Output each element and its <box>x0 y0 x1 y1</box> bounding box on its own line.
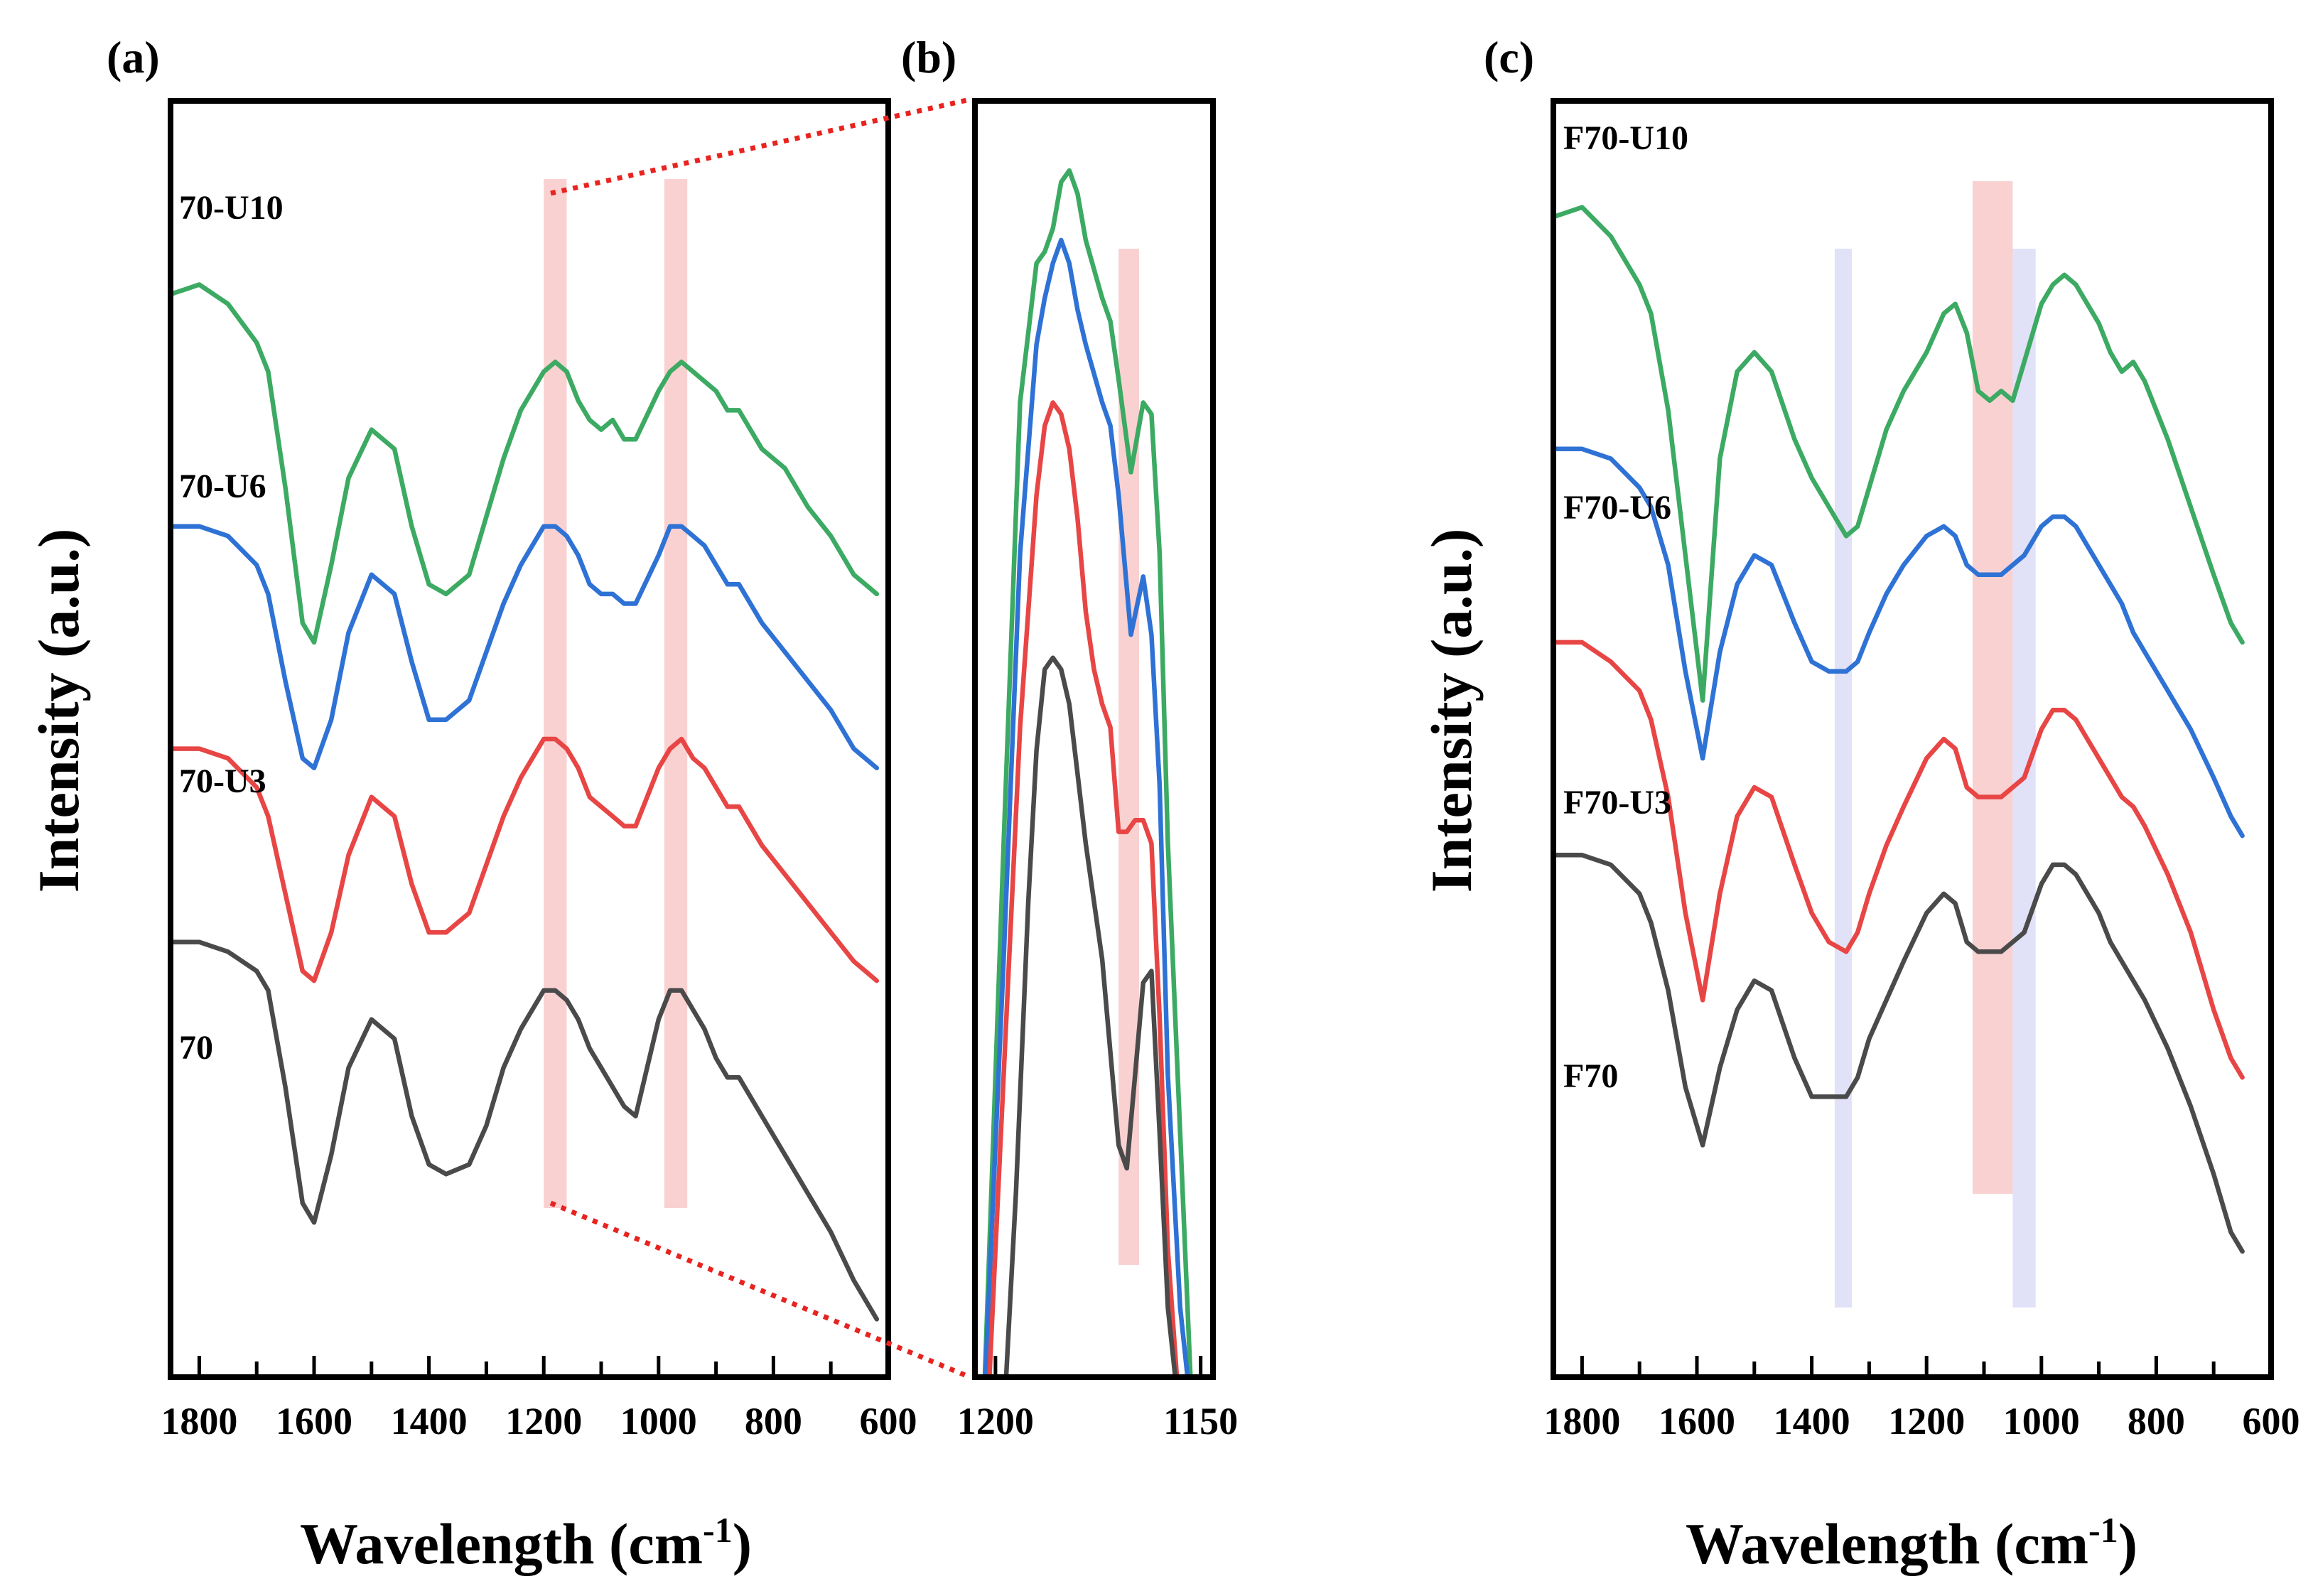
panel-a-label: (a) <box>107 32 160 82</box>
panel-c-highlight-band-2 <box>1972 181 2013 1194</box>
panel-a-xtick-label-1000: 1000 <box>620 1400 697 1443</box>
panel-a-series-70-u3 <box>171 736 880 983</box>
panel-a-frame <box>168 98 891 1380</box>
panel-c-highlight-band-1 <box>1834 249 1853 1307</box>
panel-a-xlabel-main: Wavelength (cm <box>300 1511 703 1576</box>
panel-a-xlabel-close: ) <box>733 1511 752 1576</box>
panel-a-ylabel: Intensity (a.u.) <box>26 529 91 893</box>
panel-c-series-f70 <box>1553 853 2245 1254</box>
panel-b-frame <box>972 98 1216 1380</box>
panel-b-series-70-u10 <box>982 168 1193 1377</box>
panel-b-series-70-u3 <box>987 400 1180 1377</box>
panel-a-xtick-label-1400: 1400 <box>391 1400 468 1443</box>
zoom-connector-top <box>550 97 971 196</box>
panel-a-xtick-label-1600: 1600 <box>276 1400 352 1443</box>
panel-c-series-f70-u6 <box>1553 446 2245 839</box>
panel-c-series-f70-u10 <box>1553 205 2245 703</box>
panel-a-series-70-u6 <box>171 524 880 771</box>
panel-c-xtick-label-1400: 1400 <box>1774 1400 1850 1443</box>
panel-b-series-70-u6 <box>983 237 1190 1377</box>
panel-a-xtick-label-600: 600 <box>860 1400 917 1443</box>
panel-a-series-label-70-u6: 70-U6 <box>179 468 266 505</box>
panel-c-frame <box>1551 98 2274 1380</box>
panel-c-xlabel-sup: -1 <box>2088 1510 2118 1550</box>
panel-c-ylabel: Intensity (a.u.) <box>1419 529 1484 893</box>
panel-a-highlight-band-1 <box>544 179 567 1208</box>
panel-a-series-70 <box>171 939 880 1322</box>
panel-c-xlabel-main: Wavelength (cm <box>1686 1511 2088 1576</box>
panel-b-plot: 1200 1150 <box>957 98 1238 1443</box>
panel-b-xtick-label-1200: 1200 <box>957 1400 1034 1443</box>
panel-c-xtick-label-1000: 1000 <box>2003 1400 2080 1443</box>
panel-c-series-label-f70-u10: F70-U10 <box>1563 119 1688 157</box>
panel-c-label: (c) <box>1484 32 1534 82</box>
panel-a-series-label-70-u10: 70-U10 <box>179 189 284 227</box>
panel-a-xlabel-sup: -1 <box>703 1510 733 1550</box>
panel-c-series-label-f70-u3: F70-U3 <box>1563 784 1671 821</box>
panel-a-xtick-label-1800: 1800 <box>161 1400 237 1443</box>
panel-a-highlight-band-2 <box>664 179 688 1208</box>
panel-c-xtick-label-1600: 1600 <box>1659 1400 1735 1443</box>
panel-c-series-label-f70-u6: F70-U6 <box>1563 489 1671 527</box>
panel-a-xtick-label-800: 800 <box>745 1400 802 1443</box>
panel-c-series-f70-u3 <box>1553 640 2245 1080</box>
panel-a-xtick-label-1200: 1200 <box>505 1400 582 1443</box>
panel-c-xlabel-close: ) <box>2118 1511 2137 1576</box>
panel-c-xtick-label-1200: 1200 <box>1888 1400 1965 1443</box>
panel-a-plot: 70-U10 70-U6 70-U3 70 1800 1600 1400 1200 1000 80… <box>161 98 917 1443</box>
panel-c-series-label-f70: F70 <box>1563 1057 1618 1095</box>
zoom-connector-bottom <box>549 1200 971 1380</box>
panel-a-xlabel: Wavelength (cm-1) <box>300 1510 752 1576</box>
panel-a-series-label-70: 70 <box>179 1029 213 1067</box>
panel-b-xtick-label-1150: 1150 <box>1163 1400 1238 1443</box>
panel-c-plot: F70-U10 F70-U6 F70-U3 F70 1800 1600 1400 1200 10… <box>1543 98 2300 1443</box>
panel-c-xtick-label-600: 600 <box>2243 1400 2300 1443</box>
panel-a-series-70-u10 <box>171 282 880 645</box>
panel-b-series-70 <box>1003 655 1178 1377</box>
panel-c-xtick-label-1800: 1800 <box>1543 1400 1620 1443</box>
panel-c-xtick-label-800: 800 <box>2128 1400 2185 1443</box>
panel-a-series-label-70-u3: 70-U3 <box>179 762 266 800</box>
panel-c-xlabel: Wavelength (cm-1) <box>1686 1510 2137 1576</box>
panel-b-label: (b) <box>901 32 956 82</box>
